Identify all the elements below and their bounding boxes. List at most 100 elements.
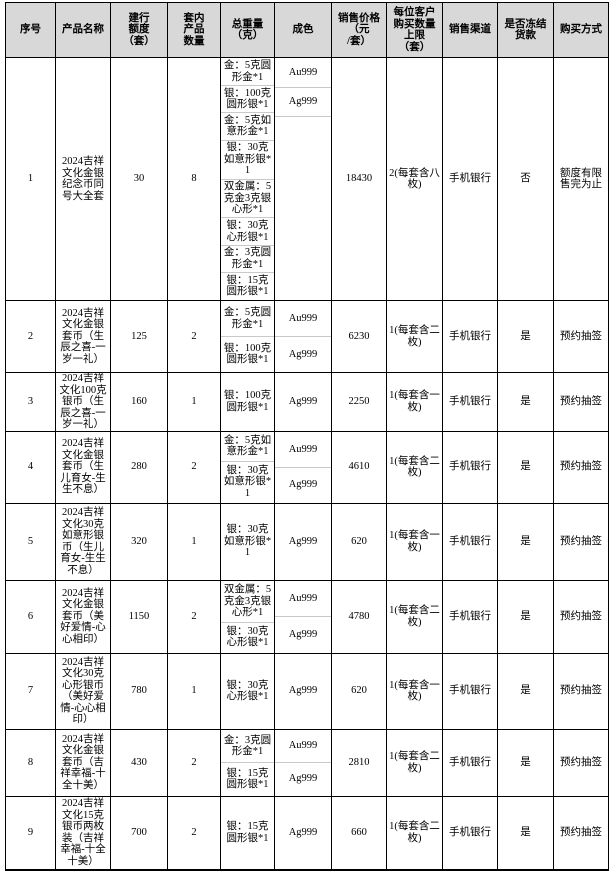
cell-price: 660 xyxy=(331,795,387,871)
cell-price: 4610 xyxy=(331,430,387,504)
sub-cell-stack: Au999 Ag999 xyxy=(275,581,331,652)
cell-seq: 7 xyxy=(5,652,56,730)
cell-sales-channel: 手机银行 xyxy=(442,502,498,581)
cell-total-weight: 金：3克圆形金*1 银：15克圆形银*1 xyxy=(220,728,275,797)
fineness-item: Au999 xyxy=(275,59,331,88)
column-header-4: 总重量 （克） xyxy=(220,2,275,58)
cell-count: 2 xyxy=(167,728,221,797)
cell-fineness: Au999 Ag999 xyxy=(274,430,332,504)
cell-purchase-method: 额度有限售完为止 xyxy=(553,57,609,301)
table-body: 1 2024吉祥文化金银纪念币同号大全套 30 8 金：5克圆形金*1 银：100克圆形银… xyxy=(5,57,609,871)
cell-price: 2250 xyxy=(331,372,387,432)
cell-purchase-limit: 1(每套含二枚) xyxy=(386,579,443,654)
sub-cell-stack: 银：100克圆形银*1 xyxy=(222,374,274,429)
table-row: 1 2024吉祥文化金银纪念币同号大全套 30 8 金：5克圆形金*1 银：100克圆形银… xyxy=(5,57,609,301)
cell-quota: 430 xyxy=(110,728,168,797)
cell-count: 8 xyxy=(167,57,221,301)
cell-frozen-funds: 是 xyxy=(497,502,554,581)
table-row: 6 2024吉祥文化金银套币（美好爱情-心心相印） 1150 2 双金属：5克金3克银心… xyxy=(5,579,609,654)
weight-item: 银：30克心形银*1 xyxy=(226,679,269,703)
cell-fineness: Au999 Ag999 xyxy=(274,57,332,301)
cell-purchase-method: 预约抽签 xyxy=(553,430,609,504)
cell-sales-channel: 手机银行 xyxy=(442,372,498,432)
fineness-item: Ag999 xyxy=(288,396,318,407)
cell-count: 2 xyxy=(167,795,221,871)
cell-frozen-funds: 是 xyxy=(497,579,554,654)
weight-item: 银：30克如意形银*1 xyxy=(223,524,272,559)
cell-fineness: Au999 Ag999 xyxy=(274,579,332,654)
sub-cell-stack: Ag999 xyxy=(276,374,331,429)
cell-total-weight: 金：5克圆形金*1 银：100克圆形银*1 金：5克如意形金*1 银：30克如意形银*… xyxy=(220,57,275,301)
fineness-item: Ag999 xyxy=(288,773,318,785)
table-row: 9 2024吉祥文化15克银币两枚装（吉祥幸福-十全十美） 700 2 银：15克圆形银… xyxy=(5,795,609,871)
cell-purchase-limit: 1(每套含二枚) xyxy=(386,430,443,504)
sub-cell-stack: Au999 Ag999 xyxy=(275,730,331,795)
column-header-9: 是否冻结 货款 xyxy=(497,2,554,58)
cell-price: 6230 xyxy=(331,300,387,373)
sub-cell-stack: Au999 Ag999 xyxy=(275,302,331,372)
cell-product-name: 2024吉祥文化15克银币两枚装（吉祥幸福-十全十美） xyxy=(55,795,111,871)
cell-total-weight: 银：100克圆形银*1 xyxy=(220,372,275,432)
sub-cell-stack: Au999 Ag999 xyxy=(275,432,331,502)
weight-item: 双金属：5克金3克银心形*1 xyxy=(221,581,274,623)
cell-purchase-limit: 2(每套含八枚) xyxy=(386,57,443,301)
cell-seq: 5 xyxy=(5,502,56,581)
cell-sales-channel: 手机银行 xyxy=(442,57,498,301)
cell-sales-channel: 手机银行 xyxy=(442,430,498,504)
column-header-1: 产品名称 xyxy=(55,2,111,58)
sub-cell-stack: Au999 Ag999 xyxy=(275,59,331,300)
column-header-3: 套内 产品 数量 xyxy=(167,2,221,58)
cell-product-name: 2024吉祥文化金银套币（吉祥幸福-十全十美） xyxy=(55,728,111,797)
cell-purchase-limit: 1(每套含二枚) xyxy=(386,728,443,797)
sub-cell-stack: 金：5克圆形金*1 银：100克圆形银*1 金：5克如意形金*1 银：30克如意形银*… xyxy=(221,59,274,300)
cell-seq: 1 xyxy=(5,57,56,301)
cell-count: 2 xyxy=(167,579,221,654)
cell-count: 2 xyxy=(167,300,221,373)
fineness-item: Ag999 xyxy=(288,479,318,490)
weight-item: 金：5克圆形金*1 xyxy=(221,302,274,337)
cell-count: 2 xyxy=(167,430,221,504)
weight-item: 金：3克圆形金*1 xyxy=(221,246,274,274)
weight-item: 金：5克圆形金*1 xyxy=(221,59,274,86)
cell-price: 4780 xyxy=(331,579,387,654)
cell-purchase-method: 预约抽签 xyxy=(553,728,609,797)
column-header-8: 销售渠道 xyxy=(442,2,498,58)
weight-item: 银：100克圆形银*1 xyxy=(223,342,272,366)
cell-purchase-limit: 1(每套含一枚) xyxy=(386,652,443,730)
sub-cell-stack: 金：3克圆形金*1 银：15克圆形银*1 xyxy=(221,730,274,795)
cell-seq: 3 xyxy=(5,372,56,432)
column-header-10: 购买方式 xyxy=(553,2,609,58)
cell-product-name: 2024吉祥文化30克如意形银币（生儿育女-生生不息） xyxy=(55,502,111,581)
cell-purchase-method: 预约抽签 xyxy=(553,579,609,654)
fineness-item: Au999 xyxy=(275,581,331,617)
cell-product-name: 2024吉祥文化金银套币（生儿育女-生生不息） xyxy=(55,430,111,504)
cell-sales-channel: 手机银行 xyxy=(442,795,498,871)
cell-total-weight: 金：5克圆形金*1 银：100克圆形银*1 xyxy=(220,300,275,373)
sub-cell-stack: 银：15克圆形银*1 xyxy=(222,797,274,868)
cell-price: 620 xyxy=(331,502,387,581)
spreadsheet-area: 序号 产品名称 建行 额度 （套） 套内 产品 数量 总重量 （克） 成色 销售价格 （元 … xyxy=(5,2,609,871)
weight-item: 银：30克心形银*1 xyxy=(226,625,269,649)
fineness-item: Au999 xyxy=(275,302,331,337)
cell-frozen-funds: 是 xyxy=(497,728,554,797)
cell-quota: 1150 xyxy=(110,579,168,654)
cell-quota: 700 xyxy=(110,795,168,871)
fineness-item: Ag999 xyxy=(288,535,318,547)
cell-frozen-funds: 否 xyxy=(497,57,554,301)
cell-quota: 30 xyxy=(110,57,168,301)
cell-price: 18430 xyxy=(331,57,387,301)
cell-seq: 2 xyxy=(5,300,56,373)
cell-product-name: 2024吉祥文化金银套币（生辰之喜-一岁一礼） xyxy=(55,300,111,373)
cell-purchase-method: 预约抽签 xyxy=(553,502,609,581)
weight-item: 双金属：5克金3克银心形*1 xyxy=(221,180,274,219)
cell-purchase-limit: 1(每套含二枚) xyxy=(386,795,443,871)
table-row: 5 2024吉祥文化30克如意形银币（生儿育女-生生不息） 320 1 银：30克如意形… xyxy=(5,502,609,581)
cell-quota: 280 xyxy=(110,430,168,504)
fineness-item: Ag999 xyxy=(288,685,318,697)
cell-count: 1 xyxy=(167,502,221,581)
cell-count: 1 xyxy=(167,652,221,730)
cell-total-weight: 银：30克心形银*1 xyxy=(220,652,275,730)
table-header: 序号 产品名称 建行 额度 （套） 套内 产品 数量 总重量 （克） 成色 销售价格 （元 … xyxy=(5,2,609,58)
column-header-5: 成色 xyxy=(274,2,332,58)
cell-purchase-method: 预约抽签 xyxy=(553,300,609,373)
